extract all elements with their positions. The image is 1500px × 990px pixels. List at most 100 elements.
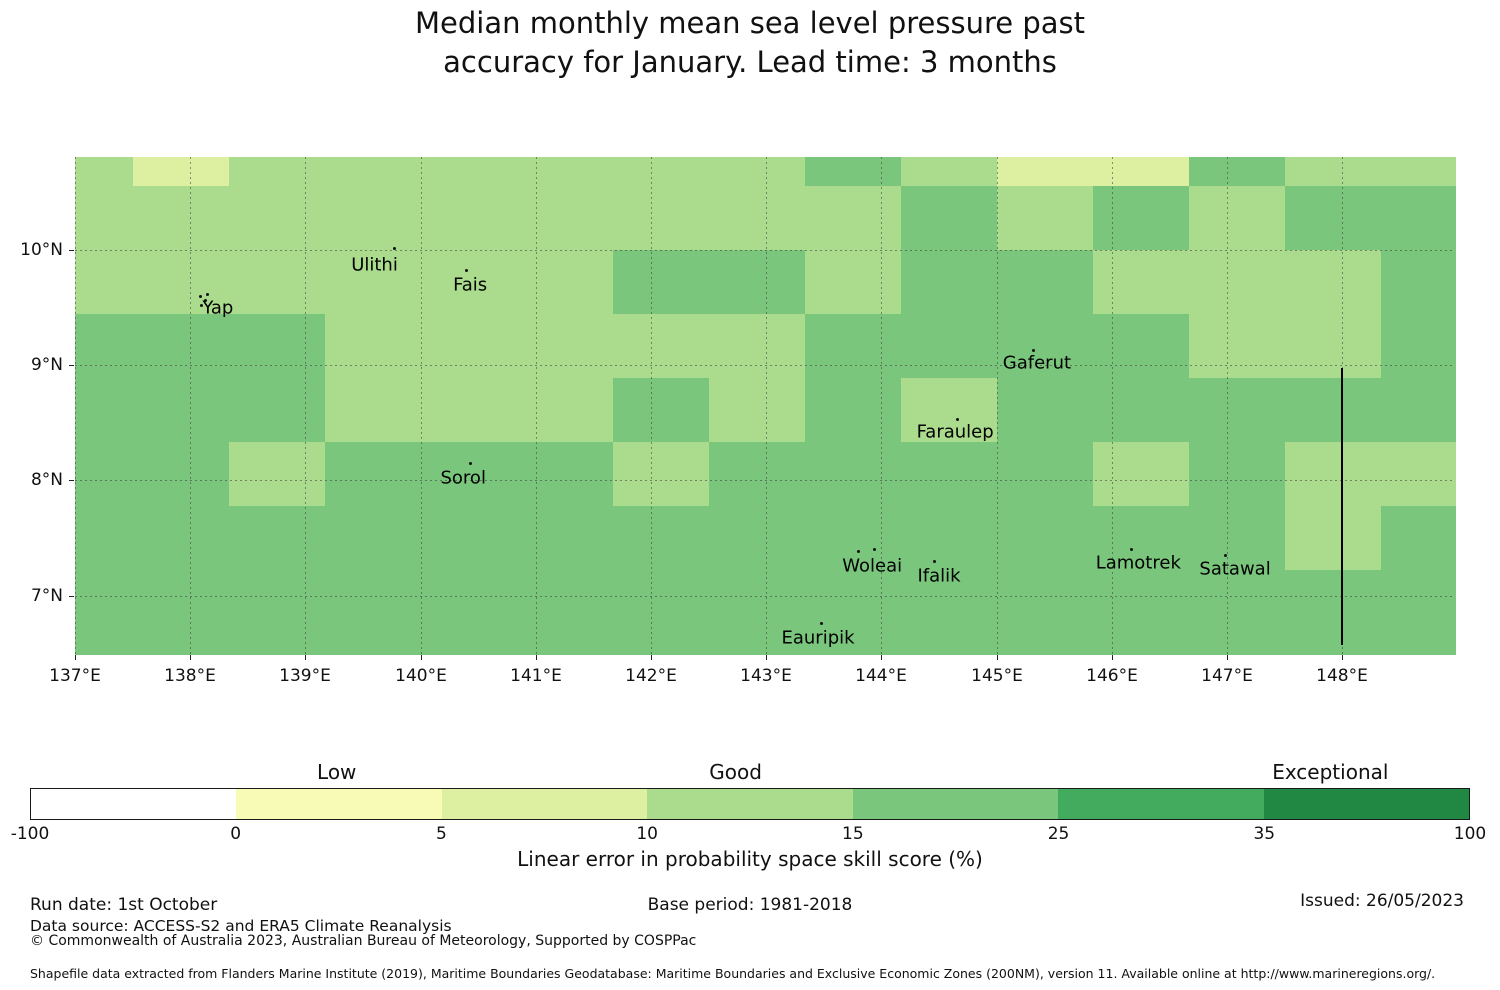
- map-cell: [901, 186, 997, 250]
- colorbar-zone-label: Good: [709, 760, 762, 784]
- lon-gridline: [305, 157, 306, 655]
- map-cell: [709, 634, 805, 655]
- map-cell: [517, 314, 613, 378]
- map-cell: [325, 634, 421, 655]
- map-cell: [901, 314, 997, 378]
- map-cell: [421, 506, 517, 570]
- island-label: Ifalik: [917, 565, 961, 587]
- colorbar-tick-label: 35: [1253, 824, 1276, 844]
- map-cell: [517, 157, 613, 186]
- map-cell: [805, 314, 901, 378]
- island-label: Faraulep: [916, 421, 994, 443]
- map-cell: [517, 378, 613, 442]
- x-tick-mark: [997, 655, 998, 660]
- map-cell: [1285, 634, 1381, 655]
- island-label: Eauripik: [781, 627, 855, 649]
- x-tick-label: 146°E: [1086, 666, 1138, 686]
- island-label: Fais: [453, 274, 488, 296]
- map-cell: [133, 186, 229, 250]
- map-cell: [805, 442, 901, 506]
- island-dot: [465, 269, 469, 273]
- map-cell: [901, 570, 997, 634]
- map-cell: [1285, 250, 1381, 314]
- map-cell: [229, 314, 325, 378]
- map-cell: [613, 506, 709, 570]
- island-dot: [1129, 548, 1133, 552]
- map-cell: [1285, 570, 1381, 634]
- map-cell: [1093, 634, 1189, 655]
- map-cell: [805, 250, 901, 314]
- x-tick-label: 144°E: [855, 666, 907, 686]
- map-cell: [1381, 634, 1456, 655]
- lon-gridline: [997, 157, 998, 655]
- map-cell: [805, 506, 901, 570]
- x-tick-label: 147°E: [1201, 666, 1253, 686]
- y-tick-label: 7°N: [30, 586, 63, 606]
- y-tick-label: 10°N: [20, 240, 63, 260]
- map-cell: [1189, 250, 1285, 314]
- lon-gridline: [1227, 157, 1228, 655]
- x-tick-mark: [1112, 655, 1113, 660]
- map-cell: [421, 157, 517, 186]
- map-cell: [997, 378, 1093, 442]
- map-cell: [1189, 634, 1285, 655]
- lon-gridline: [536, 157, 537, 655]
- lon-gridline: [766, 157, 767, 655]
- map-cell: [1093, 506, 1189, 570]
- map-cell: [421, 442, 517, 506]
- colorbar-segment: [31, 789, 237, 819]
- lat-gridline: [75, 596, 1455, 597]
- colorbar-tick-label: 0: [230, 824, 242, 844]
- map-cell: [901, 442, 997, 506]
- colorbar-zone-label: Low: [317, 760, 357, 784]
- x-tick-mark: [766, 655, 767, 660]
- map-cell: [1285, 186, 1381, 250]
- map-cell: [1093, 157, 1189, 186]
- island-label: Yap: [202, 297, 234, 319]
- x-tick-label: 141°E: [510, 666, 562, 686]
- footer-issued: Issued: 26/05/2023: [1300, 891, 1464, 911]
- map-cell: [709, 570, 805, 634]
- island-dot: [203, 299, 207, 303]
- map-cell: [229, 186, 325, 250]
- map-cell: [1189, 314, 1285, 378]
- map-cell: [75, 442, 133, 506]
- island-dot: [468, 461, 472, 465]
- island-label: Sorol: [440, 467, 486, 489]
- map-cell: [229, 570, 325, 634]
- map-cell: [997, 157, 1093, 186]
- island-dot: [955, 417, 959, 421]
- map-cell: [997, 570, 1093, 634]
- map-cell: [1189, 442, 1285, 506]
- map-cell: [421, 570, 517, 634]
- map-cell: [613, 186, 709, 250]
- map-cell: [1093, 250, 1189, 314]
- map-cell: [997, 634, 1093, 655]
- map-cell: [901, 378, 997, 442]
- map-cell: [421, 250, 517, 314]
- map-cell: [517, 442, 613, 506]
- map-cell: [325, 570, 421, 634]
- map-cell: [1285, 378, 1381, 442]
- map-cell: [517, 186, 613, 250]
- map-cell: [709, 250, 805, 314]
- colorbar-segment: [441, 789, 648, 819]
- map-cell: [325, 186, 421, 250]
- map-cell: [709, 378, 805, 442]
- colorbar-tick-label: 5: [436, 824, 447, 844]
- lon-gridline: [421, 157, 422, 655]
- colorbar-segment: [236, 789, 442, 819]
- map-cell: [1381, 186, 1456, 250]
- x-tick-label: 142°E: [625, 666, 677, 686]
- map-cell: [1285, 506, 1381, 570]
- map-cell: [709, 506, 805, 570]
- map-cell: [75, 157, 133, 186]
- colorbar-axis-label: Linear error in probability space skill …: [517, 847, 983, 871]
- map-cell: [75, 570, 133, 634]
- map-cell: [325, 250, 421, 314]
- island-dot: [1224, 553, 1228, 557]
- x-tick-mark: [536, 655, 537, 660]
- island-label: Ulithi: [351, 254, 398, 276]
- x-tick-label: 140°E: [395, 666, 447, 686]
- map-cell: [1381, 378, 1456, 442]
